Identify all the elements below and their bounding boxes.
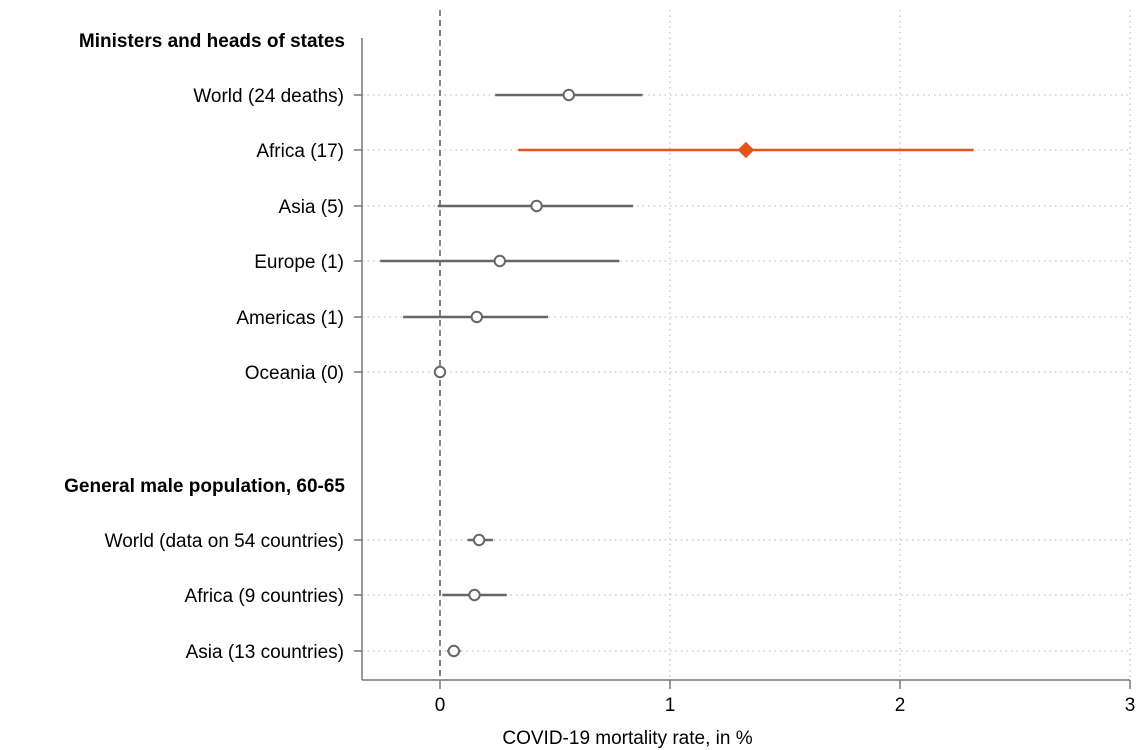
gridlines (362, 10, 1131, 680)
row-label: Oceania (0) (245, 363, 344, 384)
point-estimate-circle (530, 199, 543, 213)
x-tick-label: 0 (435, 695, 446, 716)
row-label: Africa (17) (256, 141, 344, 162)
group-header: General male population, 60-65 (64, 476, 345, 497)
point-estimate-circle (433, 365, 447, 379)
point-estimate-circle (493, 254, 506, 268)
x-tick-label: 3 (1125, 695, 1136, 716)
point-estimate-circle (447, 644, 460, 658)
axes: 0 1 2 3 (354, 38, 1135, 716)
row-label: World (data on 54 countries) (105, 531, 344, 552)
x-axis-title: COVID-19 mortality rate, in % (502, 728, 752, 749)
point-estimate-circle (472, 533, 486, 547)
row-label: Asia (5) (279, 197, 344, 218)
estimates (380, 88, 974, 658)
row-label: World (24 deaths) (193, 86, 344, 107)
x-tick-label: 1 (665, 695, 676, 716)
point-estimate-diamond (737, 141, 755, 159)
group-header: Ministers and heads of states (79, 31, 345, 52)
row-label: Africa (9 countries) (185, 586, 344, 607)
category-labels: Ministers and heads of states World (24 d… (64, 31, 345, 663)
row-label: Europe (1) (254, 252, 344, 273)
point-estimate-circle (470, 310, 483, 324)
x-tick-label: 2 (895, 695, 906, 716)
row-label: Americas (1) (236, 308, 344, 329)
point-estimate-circle (562, 88, 575, 102)
point-estimate-circle (468, 588, 481, 602)
row-label: Asia (13 countries) (186, 642, 344, 663)
